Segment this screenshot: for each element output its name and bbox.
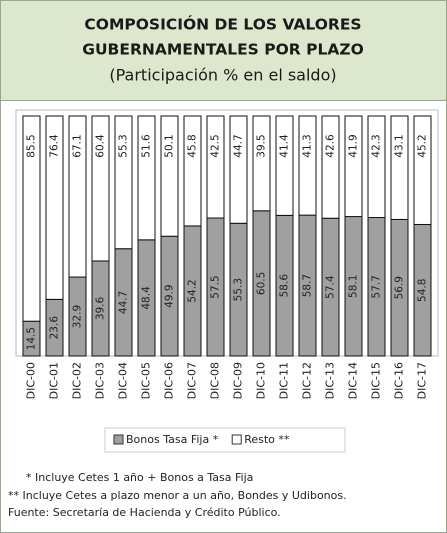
data-label: 44.7 bbox=[118, 291, 130, 314]
footnote: ** Incluye Cetes a plazo menor a un año,… bbox=[8, 489, 347, 502]
bar-segment bbox=[298, 115, 317, 216]
bar-segment bbox=[413, 115, 432, 225]
x-tick-label: DIC-01 bbox=[48, 362, 61, 399]
legend-swatch bbox=[231, 434, 242, 445]
bar-segment bbox=[321, 115, 340, 219]
x-tick-label: DIC-07 bbox=[186, 362, 199, 399]
bar-segment bbox=[183, 115, 202, 227]
data-label: 51.6 bbox=[141, 134, 153, 158]
data-label: 76.4 bbox=[49, 134, 61, 158]
x-tick-label: DIC-10 bbox=[255, 362, 268, 399]
data-label: 44.7 bbox=[233, 134, 245, 157]
bar-segment bbox=[91, 115, 110, 262]
x-tick-label: DIC-11 bbox=[278, 362, 291, 399]
data-label: 39.5 bbox=[256, 134, 268, 157]
legend-swatch bbox=[113, 434, 124, 445]
legend-box bbox=[104, 427, 346, 453]
x-tick-label: DIC-15 bbox=[370, 362, 383, 399]
x-tick-label: DIC-14 bbox=[347, 362, 360, 399]
data-label: 58.6 bbox=[279, 274, 291, 298]
x-tick-label: DIC-03 bbox=[94, 362, 107, 399]
data-label: 39.6 bbox=[95, 296, 107, 320]
data-label: 45.8 bbox=[187, 134, 199, 157]
x-tick-label: DIC-17 bbox=[416, 362, 429, 399]
legend-label: Bonos Tasa Fija * bbox=[126, 433, 219, 446]
x-tick-label: DIC-09 bbox=[232, 362, 245, 399]
bar-segment bbox=[206, 115, 225, 219]
data-label: 58.1 bbox=[348, 275, 360, 298]
data-label: 56.9 bbox=[394, 276, 406, 299]
data-label: 60.4 bbox=[95, 134, 107, 158]
footnote: * Incluye Cetes 1 año + Bonos a Tasa Fij… bbox=[26, 471, 253, 484]
data-label: 49.9 bbox=[164, 284, 176, 307]
x-tick-label: DIC-12 bbox=[301, 362, 314, 399]
data-label: 14.5 bbox=[26, 327, 38, 350]
data-label: 57.5 bbox=[210, 275, 222, 298]
data-label: 32.9 bbox=[72, 305, 84, 328]
data-label: 55.3 bbox=[233, 278, 245, 301]
x-tick-label: DIC-16 bbox=[393, 362, 406, 399]
x-tick-label: DIC-02 bbox=[71, 362, 84, 399]
data-label: 50.1 bbox=[164, 134, 176, 157]
bar-segment bbox=[367, 115, 386, 219]
x-tick-label: DIC-00 bbox=[25, 362, 38, 399]
data-label: 57.7 bbox=[371, 275, 383, 298]
data-label: 41.3 bbox=[302, 134, 314, 157]
data-label: 45.2 bbox=[417, 134, 429, 157]
bar-segment bbox=[22, 115, 41, 322]
title-line: COMPOSICIÓN DE LOS VALORES bbox=[84, 15, 361, 34]
x-tick-label: DIC-08 bbox=[209, 362, 222, 399]
bar-segment bbox=[252, 115, 271, 212]
title-line: GUBERNAMENTALES POR PLAZO bbox=[82, 41, 364, 59]
bar-segment bbox=[114, 115, 133, 250]
data-label: 23.6 bbox=[49, 316, 61, 340]
data-label: 42.3 bbox=[371, 134, 383, 157]
plot-frame bbox=[15, 109, 439, 357]
data-label: 43.1 bbox=[394, 134, 406, 157]
subtitle: (Participación % en el saldo) bbox=[109, 66, 336, 85]
data-label: 57.4 bbox=[325, 275, 337, 299]
bar-segment bbox=[229, 115, 248, 224]
bar-segment bbox=[390, 115, 409, 220]
bar-segment bbox=[137, 115, 156, 241]
data-label: 85.5 bbox=[26, 134, 38, 157]
bar-segment bbox=[344, 115, 363, 218]
data-label: 58.7 bbox=[302, 274, 314, 297]
data-label: 41.9 bbox=[348, 134, 360, 157]
data-label: 41.4 bbox=[279, 134, 291, 158]
data-label: 54.8 bbox=[417, 279, 429, 302]
header bbox=[0, 0, 447, 101]
footnote: Fuente: Secretaría de Hacienda y Crédito… bbox=[8, 506, 281, 519]
bar-segment bbox=[45, 115, 64, 300]
data-label: 42.5 bbox=[210, 134, 222, 157]
bar-segment bbox=[275, 115, 294, 216]
data-label: 67.1 bbox=[72, 134, 84, 157]
data-label: 54.2 bbox=[187, 279, 199, 302]
legend-label: Resto ** bbox=[244, 433, 290, 446]
data-label: 55.3 bbox=[118, 134, 130, 157]
x-tick-label: DIC-06 bbox=[163, 362, 176, 399]
x-tick-label: DIC-04 bbox=[117, 362, 130, 399]
data-label: 48.4 bbox=[141, 286, 153, 310]
x-tick-label: DIC-05 bbox=[140, 362, 153, 399]
data-label: 60.5 bbox=[256, 272, 268, 295]
data-label: 42.6 bbox=[325, 134, 337, 158]
bar-segment bbox=[160, 115, 179, 237]
x-tick-label: DIC-13 bbox=[324, 362, 337, 399]
bar-segment bbox=[68, 115, 87, 278]
